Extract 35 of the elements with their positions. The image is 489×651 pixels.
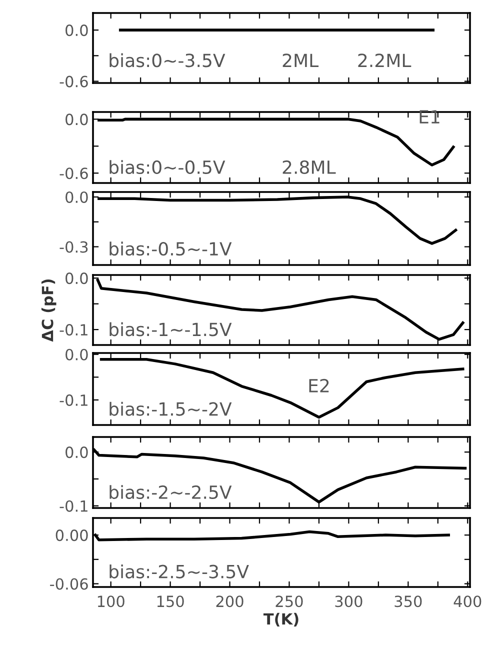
annotation: 2.2ML <box>358 54 412 67</box>
y-tick-label: 0.00 <box>56 530 88 542</box>
annotation: bias:-2~-2.5V <box>110 485 232 500</box>
y-tick-label: 0.0 <box>66 446 88 458</box>
y-tick-label: 0.0 <box>66 272 88 284</box>
annotation: 2ML <box>282 54 319 67</box>
x-tick-label: 300 <box>335 596 362 608</box>
y-tick-label: 0.0 <box>66 191 88 203</box>
y-tick-label: -0.6 <box>60 76 88 88</box>
y-tick-label: -0.1 <box>60 394 88 406</box>
x-tick-label: 350 <box>394 596 422 608</box>
annotation: 2.8ML <box>282 160 336 174</box>
x-axis-title: T(K) <box>263 612 298 627</box>
x-tick-label: 200 <box>216 596 244 608</box>
annotation: E1 <box>420 110 440 124</box>
annotation: bias:-1.5~-2V <box>110 402 232 416</box>
annotation: bias:-1~-1.5V <box>110 322 232 336</box>
y-tick-label: -0.1 <box>60 500 88 512</box>
y-tick-label: -0.06 <box>50 578 88 590</box>
y-tick-label: -0.6 <box>60 168 88 180</box>
x-tick-label: 400 <box>454 596 482 608</box>
x-tick-label: 150 <box>157 596 184 608</box>
annotation: bias:0~-0.5V <box>110 160 226 174</box>
x-tick-label: 100 <box>98 596 124 608</box>
y-axis-title: ΔC (pF) <box>41 279 56 342</box>
y-tick-label: -0.3 <box>60 241 88 253</box>
y-tick-label: 0.0 <box>66 24 88 36</box>
annotation: bias:-2.5~-3.5V <box>110 564 249 578</box>
annotation: bias:0~-3.5V <box>110 53 226 68</box>
y-tick-label: 0.0 <box>66 114 88 126</box>
annotation: bias:-0.5~-1V <box>110 242 232 256</box>
x-tick-label: 250 <box>276 596 303 608</box>
y-tick-label: 0.0 <box>66 348 88 360</box>
y-tick-label: -0.1 <box>60 324 88 336</box>
annotation: E2 <box>309 378 329 392</box>
